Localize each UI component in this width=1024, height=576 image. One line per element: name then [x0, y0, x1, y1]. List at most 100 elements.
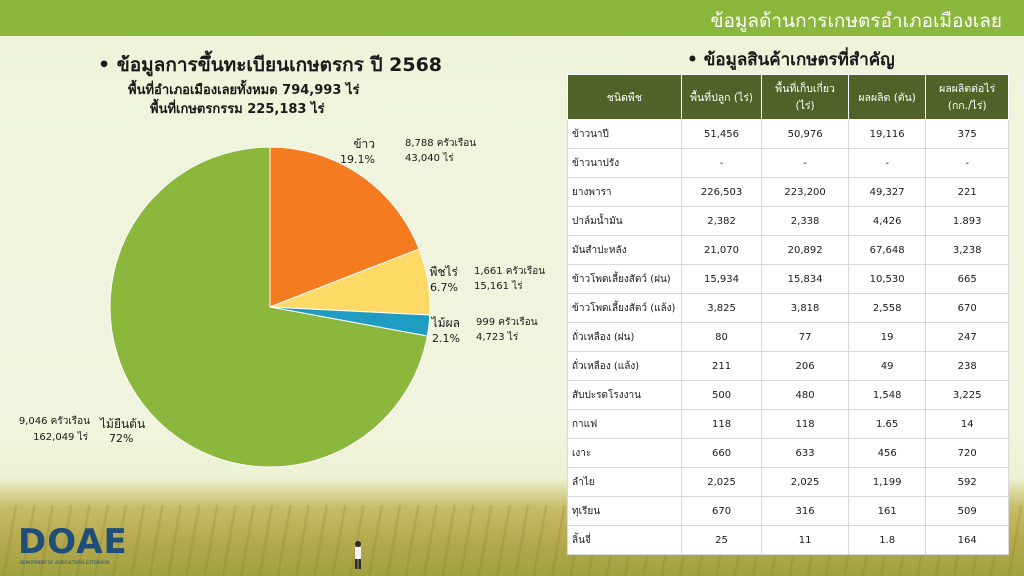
- table-cell: 118: [761, 409, 849, 439]
- slice-area-label: 4,723 ไร่: [476, 331, 519, 343]
- crop-name-cell: ข้าวนาปรัง: [567, 148, 682, 178]
- header-planted: พื้นที่ปลูก (ไร่): [680, 74, 763, 120]
- table-cell: 15,934: [680, 264, 763, 294]
- crop-name-cell: ถั่วเหลือง (แล้ง): [567, 351, 682, 381]
- table-cell: 375: [925, 119, 1009, 149]
- slice-name-label: พืชไร่: [429, 265, 458, 279]
- slice-percent-label: 19.1%: [340, 153, 375, 166]
- table-row: มันสำปะหลัง 21,070 20,892 67,648 3,238: [567, 235, 1009, 265]
- slice-percent-label: 72%: [109, 432, 133, 445]
- doae-logo: DOAE DEPARTMENT OF AGRICULTURAL EXTENSIO…: [18, 522, 128, 568]
- table-cell: 1.8: [847, 525, 927, 555]
- table-cell: 164: [925, 525, 1009, 555]
- header-yield-per-rai: ผลผลิตต่อไร่ (กก./ไร่): [925, 74, 1009, 120]
- table-cell: -: [761, 148, 849, 178]
- logo-subtext: DEPARTMENT OF AGRICULTURAL EXTENSION: [20, 560, 110, 565]
- table-cell: 670: [925, 293, 1009, 323]
- table-cell: 20,892: [761, 235, 849, 265]
- table-cell: 50,976: [761, 119, 849, 149]
- registration-heading: • ข้อมูลการขึ้นทะเบียนเกษตรกร ปี 2568: [98, 54, 443, 76]
- table-header-row: ชนิดพืช พื้นที่ปลูก (ไร่) พื้นที่เก็บเกี…: [567, 74, 1009, 120]
- logo-text: DOAE: [18, 522, 128, 562]
- table-cell: 665: [925, 264, 1009, 294]
- page-title: ข้อมูลด้านการเกษตรอำเภอเมืองเลย: [710, 10, 1003, 32]
- table-cell: 1,199: [847, 467, 927, 497]
- crop-name-cell: ทุเรียน: [567, 496, 682, 526]
- table-cell: 592: [925, 467, 1009, 497]
- farmer-figure: [355, 541, 361, 569]
- table-cell: 49,327: [847, 177, 927, 207]
- table-row: ทุเรียน 670 316 161 509: [567, 496, 1009, 526]
- table-cell: 206: [761, 351, 849, 381]
- table-cell: 3,238: [925, 235, 1009, 265]
- district-area-text: พื้นที่อำเภอเมืองเลยทั้งหมด 794,993 ไร่: [128, 83, 360, 98]
- slice-households-label: 999 ครัวเรือน: [476, 316, 538, 328]
- slice-households-label: 9,046 ครัวเรือน: [19, 415, 90, 427]
- table-row: ข้าวโพดเลี้ยงสัตว์ (แล้ง) 3,825 3,818 2,558…: [567, 293, 1009, 323]
- table-cell: 226,503: [680, 177, 763, 207]
- crop-name-cell: มันสำปะหลัง: [567, 235, 682, 265]
- table-cell: -: [680, 148, 763, 178]
- table-cell: 720: [925, 438, 1009, 468]
- table-cell: 1,548: [847, 380, 927, 410]
- table-cell: 633: [761, 438, 849, 468]
- table-row: ข้าวนาปี 51,456 50,976 19,116 375: [567, 119, 1009, 149]
- crop-table: ชนิดพืช พื้นที่ปลูก (ไร่) พื้นที่เก็บเกี…: [567, 74, 1009, 555]
- table-cell: 49: [847, 351, 927, 381]
- table-cell: 4,426: [847, 206, 927, 236]
- table-cell: 221: [925, 177, 1009, 207]
- table-cell: 2,338: [761, 206, 849, 236]
- table-cell: 247: [925, 322, 1009, 352]
- table-cell: 19,116: [847, 119, 927, 149]
- crop-name-cell: ลิ้นจี่: [567, 525, 682, 555]
- table-cell: 1.893: [925, 206, 1009, 236]
- table-cell: 11: [761, 525, 849, 555]
- table-cell: 2,025: [680, 467, 763, 497]
- table-cell: 15,834: [761, 264, 849, 294]
- table-row: ถั่วเหลือง (ฝน) 80 77 19 247: [567, 322, 1009, 352]
- table-cell: 14: [925, 409, 1009, 439]
- table-cell: 509: [925, 496, 1009, 526]
- table-row: กาแฟ 118 118 1.65 14: [567, 409, 1009, 439]
- slice-area-label: 15,161 ไร่: [474, 280, 523, 292]
- header-crop: ชนิดพืช: [567, 74, 682, 120]
- table-row: ถั่วเหลือง (แล้ง) 211 206 49 238: [567, 351, 1009, 381]
- table-cell: 2,025: [761, 467, 849, 497]
- table-cell: 2,382: [680, 206, 763, 236]
- table-cell: 51,456: [680, 119, 763, 149]
- table-cell: 80: [680, 322, 763, 352]
- table-cell: 660: [680, 438, 763, 468]
- slice-percent-label: 2.1%: [432, 332, 460, 345]
- table-row: ข้าวโพดเลี้ยงสัตว์ (ฝน) 15,934 15,834 10,53…: [567, 264, 1009, 294]
- table-cell: 211: [680, 351, 763, 381]
- slice-households-label: 1,661 ครัวเรือน: [474, 265, 545, 277]
- slice-households-label: 8,788 ครัวเรือน: [405, 137, 476, 149]
- header-harvested: พื้นที่เก็บเกี่ยว (ไร่): [761, 74, 849, 120]
- pie-slice: [109, 146, 428, 468]
- crop-name-cell: สับปะรดโรงงาน: [567, 380, 682, 410]
- crop-name-cell: ปาล์มน้ำมัน: [567, 206, 682, 236]
- slice-area-label: 43,040 ไร่: [405, 152, 454, 164]
- table-cell: 21,070: [680, 235, 763, 265]
- table-cell: 3,225: [925, 380, 1009, 410]
- table-cell: 1.65: [847, 409, 927, 439]
- crop-name-cell: ถั่วเหลือง (ฝน): [567, 322, 682, 352]
- products-heading: • ข้อมูลสินค้าเกษตรที่สำคัญ: [687, 50, 895, 70]
- table-cell: 500: [680, 380, 763, 410]
- crop-name-cell: กาแฟ: [567, 409, 682, 439]
- table-row: เงาะ 660 633 456 720: [567, 438, 1009, 468]
- table-row: ลำไย 2,025 2,025 1,199 592: [567, 467, 1009, 497]
- table-cell: 2,558: [847, 293, 927, 323]
- crop-name-cell: เงาะ: [567, 438, 682, 468]
- table-cell: 161: [847, 496, 927, 526]
- crop-name-cell: ลำไย: [567, 467, 682, 497]
- table-cell: 19: [847, 322, 927, 352]
- table-cell: 10,530: [847, 264, 927, 294]
- crop-name-cell: ข้าวนาปี: [567, 119, 682, 149]
- table-cell: 25: [680, 525, 763, 555]
- crop-name-cell: ข้าวโพดเลี้ยงสัตว์ (แล้ง): [567, 293, 682, 323]
- table-cell: 316: [761, 496, 849, 526]
- table-row: ลิ้นจี่ 25 11 1.8 164: [567, 525, 1009, 555]
- table-cell: -: [847, 148, 927, 178]
